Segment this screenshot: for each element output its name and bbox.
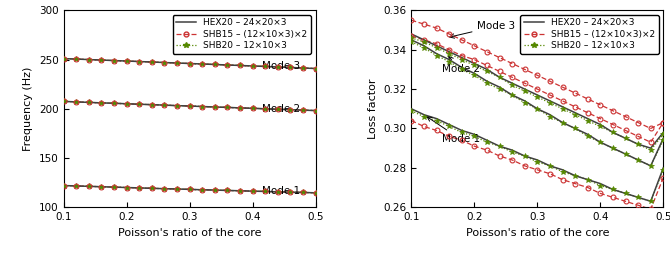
Text: Mode 2: Mode 2: [262, 104, 300, 114]
Text: Mode 2: Mode 2: [442, 56, 480, 74]
X-axis label: Poisson's ratio of the core: Poisson's ratio of the core: [466, 228, 609, 238]
Y-axis label: Frequency (Hz): Frequency (Hz): [23, 67, 34, 151]
Y-axis label: Loss factor: Loss factor: [368, 78, 378, 139]
Legend: HEX20 – 24×20×3, SHB15 – (12×10×3)×2, SHB20 – 12×10×3: HEX20 – 24×20×3, SHB15 – (12×10×3)×2, SH…: [521, 15, 659, 54]
Text: Mode 1: Mode 1: [427, 117, 480, 144]
Text: Mode 3: Mode 3: [262, 61, 300, 71]
Text: Mode 3: Mode 3: [450, 21, 516, 38]
X-axis label: Poisson's ratio of the core: Poisson's ratio of the core: [118, 228, 261, 238]
Legend: HEX20 – 24×20×3, SHB15 – (12×10×3)×2, SHB20 – 12×10×3: HEX20 – 24×20×3, SHB15 – (12×10×3)×2, SH…: [173, 15, 311, 54]
Text: Mode 1: Mode 1: [262, 186, 300, 196]
